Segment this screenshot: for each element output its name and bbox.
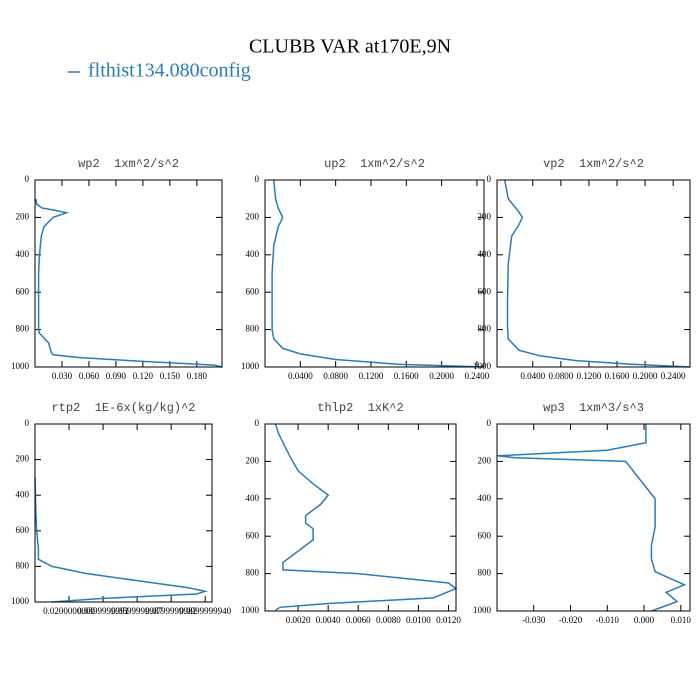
- y-tick-label: 1000: [11, 596, 30, 606]
- x-tick-label: 0.1600: [394, 371, 419, 381]
- y-tick-label: 800: [246, 324, 260, 334]
- panel-title: thlp2 1xK^2: [317, 401, 403, 415]
- y-tick-label: 600: [478, 286, 492, 296]
- x-tick-label: 0.2400: [465, 371, 490, 381]
- profile-line: [35, 198, 223, 368]
- panel-title: rtp2 1E-6x(kg/kg)^2: [51, 401, 195, 415]
- y-tick-label: 800: [246, 568, 260, 578]
- y-tick-label: 400: [246, 493, 260, 503]
- y-tick-label: 1000: [473, 361, 492, 371]
- x-tick-label: 0.090: [106, 371, 127, 381]
- y-tick-label: 0: [25, 418, 30, 428]
- y-tick-label: 200: [478, 211, 492, 221]
- y-tick-label: 200: [16, 211, 30, 221]
- y-tick-label: 600: [478, 530, 492, 540]
- x-tick-label: 0.0399999991: [77, 606, 129, 616]
- x-tick-label: 0.0080: [376, 615, 401, 625]
- x-tick-label: -0.010: [596, 615, 620, 625]
- x-tick-label: 0.0120: [436, 615, 461, 625]
- x-tick-label: 0.1200: [359, 371, 384, 381]
- y-tick-label: 600: [246, 286, 260, 296]
- y-tick-label: 400: [478, 493, 492, 503]
- panel-title: wp2 1xm^2/s^2: [78, 157, 179, 171]
- plot-frame: [34, 423, 213, 603]
- x-tick-label: 0.0400: [520, 371, 545, 381]
- panel-title: up2 1xm^2/s^2: [324, 157, 425, 171]
- x-tick-label: -0.020: [559, 615, 583, 625]
- y-tick-label: 600: [246, 530, 260, 540]
- y-tick-label: 0: [255, 418, 260, 428]
- x-tick-label: 0.180: [187, 371, 208, 381]
- y-tick-label: 1000: [11, 361, 30, 371]
- y-tick-label: 600: [16, 525, 30, 535]
- y-tick-label: 0: [487, 418, 492, 428]
- legend-label: flthist134.080config: [88, 60, 251, 82]
- x-tick-label: 0.010: [671, 615, 692, 625]
- x-tick-label: -0.030: [522, 615, 546, 625]
- y-tick-label: 200: [246, 455, 260, 465]
- figure-title: CLUBB VAR at170E,9N: [249, 36, 451, 58]
- panel-title: wp3 1xm^3/s^3: [543, 401, 644, 415]
- plot-frame: [264, 179, 485, 368]
- profile-line: [496, 424, 687, 612]
- x-tick-label: 0.120: [133, 371, 154, 381]
- y-tick-label: 1000: [241, 361, 260, 371]
- y-tick-label: 800: [16, 324, 30, 334]
- y-tick-label: 0: [255, 174, 260, 184]
- y-tick-label: 400: [16, 489, 30, 499]
- y-tick-label: 200: [478, 455, 492, 465]
- x-tick-label: 0.2400: [661, 371, 686, 381]
- y-tick-label: 400: [246, 249, 260, 259]
- profile-line: [274, 423, 458, 611]
- x-tick-label: 0.0040: [316, 615, 341, 625]
- x-tick-label: 0.0400: [288, 371, 313, 381]
- x-tick-label: 0.060: [79, 371, 100, 381]
- y-tick-label: 800: [16, 560, 30, 570]
- y-tick-label: 600: [16, 286, 30, 296]
- x-tick-label: 0.1600: [605, 371, 630, 381]
- x-tick-label: 0.0100: [406, 615, 431, 625]
- x-tick-label: 0.0799999982: [145, 606, 197, 616]
- x-tick-label: 0.0020: [286, 615, 311, 625]
- profile-line: [503, 179, 691, 368]
- plot-frame: [496, 423, 691, 612]
- x-tick-label: 0.0060: [346, 615, 371, 625]
- x-tick-label: 0.0599999987: [111, 606, 163, 616]
- plot-frame: [264, 423, 457, 612]
- plot-frame: [496, 179, 691, 368]
- x-tick-label: 0.0999999940: [179, 606, 231, 616]
- y-tick-label: 200: [16, 454, 30, 464]
- y-tick-label: 800: [478, 568, 492, 578]
- x-tick-label: 0.0800: [323, 371, 348, 381]
- x-tick-label: 0.0800: [548, 371, 573, 381]
- x-tick-label: 0.000: [634, 615, 655, 625]
- x-tick-label: 0.150: [160, 371, 181, 381]
- x-tick-label: 0.0200000000: [43, 606, 95, 616]
- y-tick-label: 200: [246, 211, 260, 221]
- y-tick-label: 0: [487, 174, 492, 184]
- y-tick-label: 800: [478, 324, 492, 334]
- x-tick-label: 0.2000: [429, 371, 454, 381]
- x-tick-label: 0.1200: [577, 371, 602, 381]
- profile-line: [34, 477, 209, 603]
- y-tick-label: 1000: [241, 605, 260, 615]
- profile-line: [271, 179, 485, 368]
- y-tick-label: 400: [16, 249, 30, 259]
- x-tick-label: 0.030: [52, 371, 73, 381]
- x-tick-label: 0.2000: [633, 371, 658, 381]
- y-tick-label: 400: [478, 249, 492, 259]
- panel-title: vp2 1xm^2/s^2: [543, 157, 644, 171]
- y-tick-label: 0: [25, 174, 30, 184]
- plot-frame: [34, 179, 223, 368]
- y-tick-label: 1000: [473, 605, 492, 615]
